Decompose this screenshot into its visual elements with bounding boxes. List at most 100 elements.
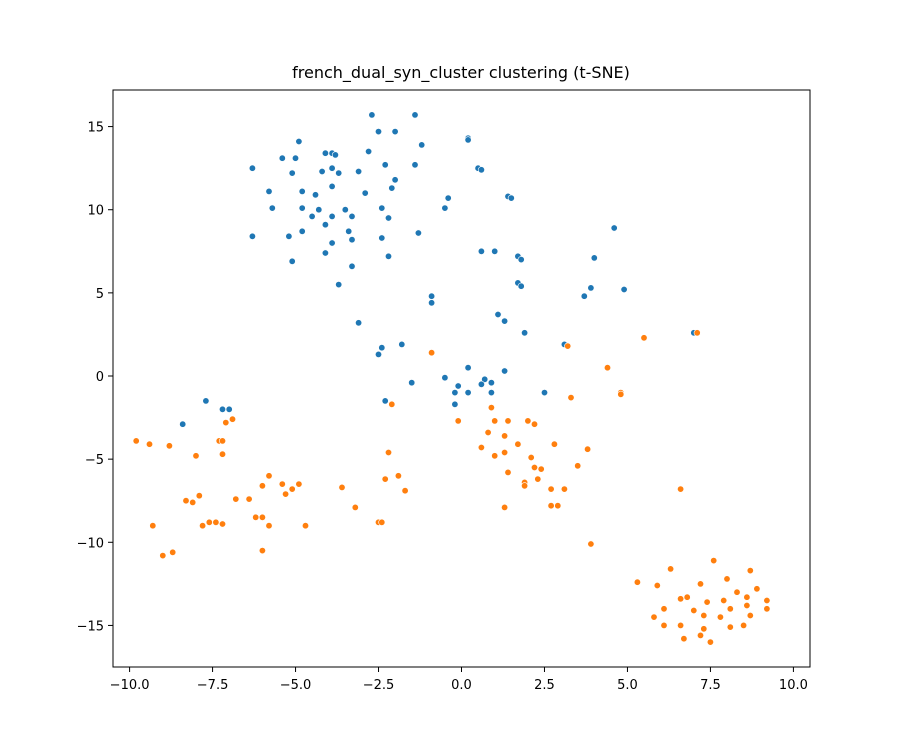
data-point — [414, 229, 422, 237]
data-point — [278, 480, 286, 488]
data-point — [285, 232, 293, 240]
data-point — [487, 379, 495, 387]
data-point — [521, 329, 529, 337]
data-point — [640, 334, 648, 342]
data-point — [517, 282, 525, 290]
data-point — [580, 292, 588, 300]
data-point — [328, 164, 336, 172]
data-point — [288, 169, 296, 177]
data-point — [487, 404, 495, 412]
data-point — [411, 161, 419, 169]
data-point — [477, 380, 485, 388]
data-point — [384, 252, 392, 260]
data-point — [477, 166, 485, 174]
data-point — [378, 204, 386, 212]
data-point — [501, 432, 509, 440]
data-point — [219, 520, 227, 528]
data-point — [441, 204, 449, 212]
data-point — [338, 483, 346, 491]
data-point — [587, 540, 595, 548]
y-tick-label: 10 — [87, 204, 104, 219]
data-point — [388, 184, 396, 192]
x-tick-label: −5.0 — [280, 678, 312, 693]
data-point — [521, 482, 529, 490]
data-point — [331, 151, 339, 159]
data-point — [391, 128, 399, 136]
data-point — [693, 329, 701, 337]
y-tick-label: −5 — [85, 453, 104, 468]
data-point — [454, 382, 462, 390]
data-point — [610, 224, 618, 232]
data-point — [195, 492, 203, 500]
data-point — [746, 611, 754, 619]
data-point — [540, 389, 548, 397]
data-point — [149, 522, 157, 530]
data-point — [278, 154, 286, 162]
data-point — [282, 490, 290, 498]
data-point — [368, 111, 376, 119]
data-point — [219, 450, 227, 458]
data-point — [428, 299, 436, 307]
data-point — [703, 598, 711, 606]
data-point — [491, 247, 499, 255]
data-point — [723, 575, 731, 583]
data-point — [554, 502, 562, 510]
data-point — [501, 448, 509, 456]
data-point — [653, 581, 661, 589]
data-point — [318, 168, 326, 176]
data-point — [720, 596, 728, 604]
data-point — [710, 557, 718, 565]
data-point — [212, 518, 220, 526]
data-point — [378, 234, 386, 242]
data-point — [378, 518, 386, 526]
data-point — [527, 453, 535, 461]
data-point — [361, 189, 369, 197]
data-point — [680, 635, 688, 643]
data-point — [248, 232, 256, 240]
data-point — [348, 236, 356, 244]
data-point — [199, 522, 207, 530]
data-point — [146, 440, 154, 448]
data-point — [265, 187, 273, 195]
data-point — [258, 547, 266, 555]
x-tick-label: −7.5 — [197, 678, 229, 693]
data-point — [388, 400, 396, 408]
data-point — [298, 187, 306, 195]
data-point — [351, 503, 359, 511]
data-point — [660, 605, 668, 613]
data-point — [603, 364, 611, 372]
data-point — [169, 548, 177, 556]
data-point — [464, 136, 472, 144]
plot-frame — [112, 89, 811, 668]
data-point — [501, 317, 509, 325]
data-point — [355, 319, 363, 327]
data-point — [348, 212, 356, 220]
data-point — [650, 613, 658, 621]
data-point — [408, 379, 416, 387]
data-point — [696, 580, 704, 588]
data-point — [567, 394, 575, 402]
data-point — [677, 595, 685, 603]
data-point — [258, 482, 266, 490]
data-point — [696, 631, 704, 639]
data-point — [179, 420, 187, 428]
data-point — [743, 601, 751, 609]
data-point — [547, 485, 555, 493]
data-point — [517, 256, 525, 264]
data-point — [633, 578, 641, 586]
data-point — [677, 485, 685, 493]
data-point — [298, 204, 306, 212]
data-point — [411, 111, 419, 119]
data-point — [328, 239, 336, 247]
data-point — [484, 428, 492, 436]
x-tick-label: 10.0 — [779, 678, 808, 693]
ticks-layer: −10.0 −7.5 −5.0 −2.5 0.0 2.5 5.0 7.5 10.0 15 10 5 0 −… — [77, 121, 808, 693]
data-point — [345, 227, 353, 235]
data-point — [501, 367, 509, 375]
data-point — [494, 310, 502, 318]
data-point — [763, 596, 771, 604]
data-point — [574, 462, 582, 470]
data-point — [700, 625, 708, 633]
data-point — [487, 389, 495, 397]
data-point — [491, 452, 499, 460]
